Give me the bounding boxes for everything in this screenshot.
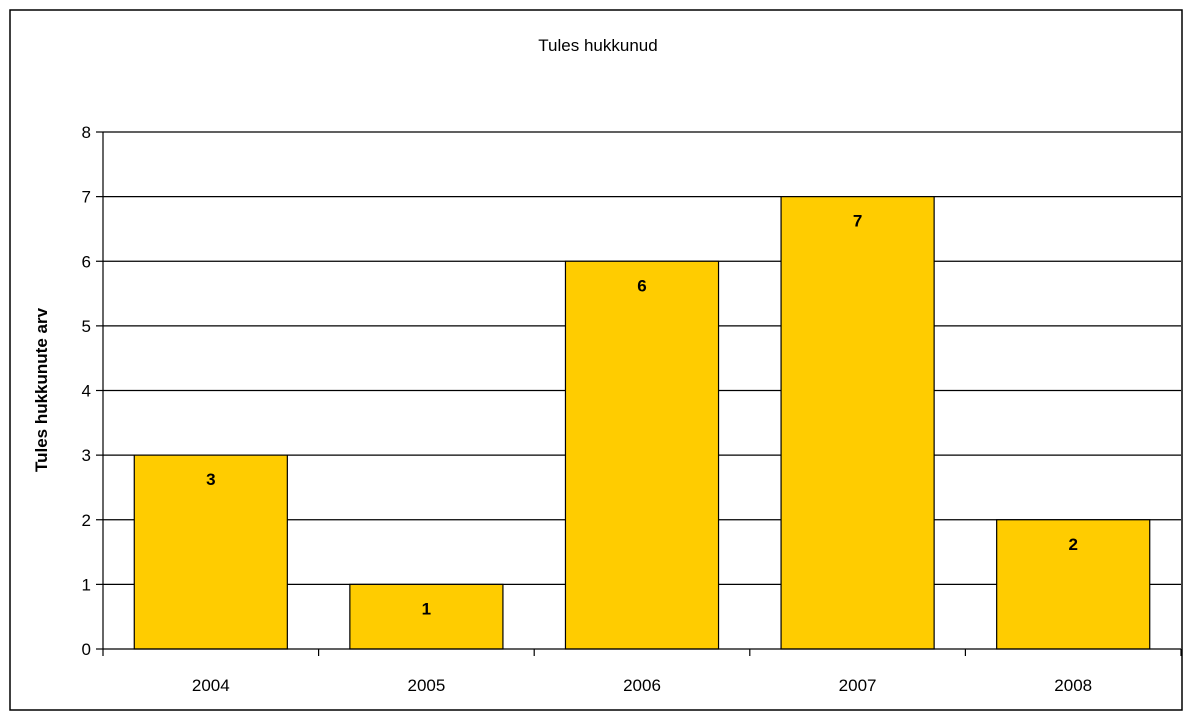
data-label-2004: 3 [206,470,215,489]
axes [96,131,1182,656]
y-tick-label: 4 [82,382,91,401]
x-tick-label-2007: 2007 [839,676,877,695]
y-tick-label: 7 [82,188,91,207]
chart-title: Tules hukkunud [538,36,657,55]
data-label-2007: 7 [853,212,862,231]
y-tick-label: 8 [82,123,91,142]
x-tick-label-2006: 2006 [623,676,661,695]
bar-2008 [996,519,1151,650]
bar-2005 [349,583,504,650]
bar-2007 [780,196,935,650]
data-label-2006: 6 [637,276,646,295]
bar-2004 [133,454,288,650]
data-label-2008: 2 [1068,535,1077,554]
bars [133,196,1151,650]
y-tick-label: 2 [82,511,91,530]
x-tick-label-2008: 2008 [1054,676,1092,695]
x-tick-label-2005: 2005 [407,676,445,695]
y-tick-label: 0 [82,640,91,659]
x-tick-label-2004: 2004 [192,676,230,695]
y-axis-label: Tules hukkunute arv [32,307,51,472]
labels: 0 1 2 3 4 5 6 7 8 3 2004 1 2005 6 2006 7 2007 2 2008 [82,123,1093,695]
y-tick-label: 1 [82,575,91,594]
y-tick-label: 3 [82,446,91,465]
bar-2006 [564,260,720,650]
y-tick-label: 6 [82,252,91,271]
y-tick-label: 5 [82,317,91,336]
data-label-2005: 1 [422,599,431,618]
